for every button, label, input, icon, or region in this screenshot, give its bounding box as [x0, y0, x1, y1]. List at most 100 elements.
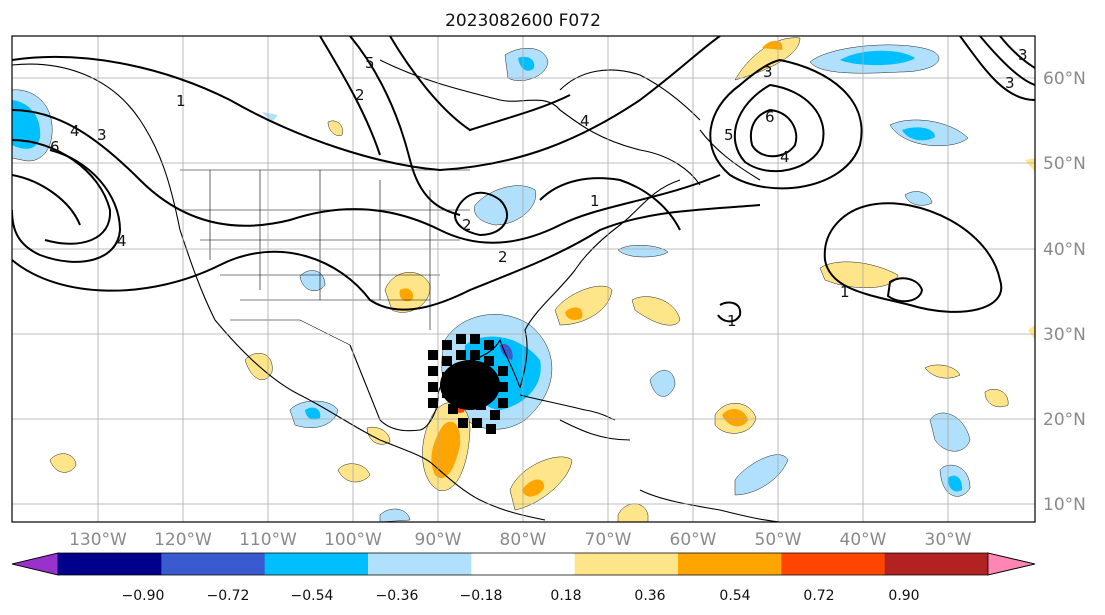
lat-tick: 50°N	[1043, 154, 1086, 174]
contour-label: 3	[97, 126, 107, 144]
state-borders	[180, 169, 470, 346]
contour-label: 3	[1005, 74, 1015, 92]
contour-label: 4	[70, 122, 80, 140]
colorbar-segment	[884, 553, 989, 575]
shade-yellow-atl6	[984, 389, 1009, 408]
colorbar-tick: 0.54	[719, 588, 750, 604]
lon-tick: 90°W	[415, 530, 462, 550]
shade-blue-northatl-core	[902, 127, 935, 141]
lon-tick: 40°W	[840, 530, 887, 550]
hudson-coast	[559, 69, 701, 121]
contour-label: 3	[1018, 46, 1028, 64]
colorbar-segment	[161, 553, 266, 575]
us-mexico-border	[230, 319, 351, 346]
lon-tick: 30°W	[925, 530, 972, 550]
lon-tick: 110°W	[239, 530, 297, 550]
east-coast	[519, 179, 681, 389]
colorbar-tick-labels: −0.90 −0.72 −0.54 −0.36 −0.18 0.18 0.36 …	[122, 588, 920, 604]
lon-tick: 120°W	[154, 530, 212, 550]
longitude-labels: 130°W 120°W 110°W 100°W 90°W 80°W 70°W 6…	[69, 530, 972, 550]
shade-blue-atl5	[929, 412, 971, 452]
shade-blue-pac	[379, 508, 411, 522]
colorbar-segment	[574, 553, 679, 575]
contour-small-atl	[886, 277, 924, 303]
contour-label-group: 1 4 6 3 4 5 4 6 5 2 3 3 1 4 1 2 2 3 1	[50, 46, 1028, 330]
contour-high-atl-mid	[733, 83, 825, 173]
contour-coast-ridge	[539, 177, 681, 231]
contour-label: 1	[176, 92, 186, 110]
graticule	[12, 36, 1035, 522]
lon-tick: 100°W	[324, 530, 382, 550]
colorbar-segment	[678, 553, 782, 575]
colorbar-tick: 0.36	[634, 588, 665, 604]
contour-trough-b	[349, 36, 461, 216]
shade-orange-labrador	[762, 40, 783, 50]
labrador-coast	[699, 129, 761, 181]
shade-yellow-pac1	[49, 453, 77, 473]
map-panel: 1 4 6 3 4 5 4 6 5 2 3 3 1 4 1 2 2 3 1	[12, 36, 1035, 522]
colorbar-extend-low	[11, 552, 59, 576]
shade-blue-hudson-core	[518, 56, 535, 71]
contour-trough-c	[389, 36, 571, 132]
shade-yellow-pac3	[366, 426, 391, 445]
colorbar-tick: −0.72	[207, 588, 250, 604]
contour-2	[12, 204, 761, 311]
shade-blue-mexico-core	[305, 407, 321, 420]
colorbar-tick: 0.72	[803, 588, 834, 604]
contour-ring-atl	[823, 202, 1003, 313]
shade-orange-atl4	[722, 408, 748, 427]
contour-label: 5	[365, 54, 375, 72]
contour-1a	[12, 36, 721, 172]
lon-tick: 80°W	[500, 530, 547, 550]
contour-label: 1	[727, 312, 737, 330]
colorbar-tick: −0.54	[291, 588, 334, 604]
colorbar-segment	[781, 553, 886, 575]
lat-tick: 40°N	[1043, 240, 1086, 260]
lon-tick: 50°W	[755, 530, 802, 550]
shade-blue-greenland-core	[840, 50, 915, 66]
contour-label: 6	[50, 138, 60, 156]
contour-label: 4	[780, 148, 790, 166]
colorbar-segment	[264, 553, 369, 575]
contour-high-atl-inner	[750, 108, 798, 158]
coastlines	[12, 59, 781, 522]
contour-label: 2	[355, 86, 365, 104]
colorbar	[11, 552, 1036, 576]
contour-low-pac-a	[12, 149, 122, 263]
shade-yellow-atl5	[924, 364, 961, 379]
lat-tick: 30°N	[1043, 325, 1086, 345]
shade-blue-atl3	[649, 370, 676, 397]
shade-yellow-edge	[1025, 158, 1035, 172]
central-america-coast	[429, 461, 546, 521]
map-frame	[11, 35, 1036, 523]
shade-yellow-pac2	[337, 463, 371, 483]
canada-outline	[379, 59, 701, 186]
shade-blue-atl4	[734, 454, 789, 496]
shade-blue-atl6-core	[948, 475, 963, 492]
state-lines-horizontal	[180, 209, 470, 301]
lon-tick: 60°W	[670, 530, 717, 550]
state-lines-vertical	[209, 170, 431, 330]
contour-low-pac-b	[12, 139, 112, 245]
contour-low-pac-c	[12, 174, 81, 226]
contour-tiny-atl	[717, 301, 742, 323]
figure-title: 2023082600 F072	[445, 11, 601, 31]
shade-orange-yucatan	[431, 421, 461, 479]
colorbar-frame	[11, 552, 1036, 576]
colorbar-tick: −0.18	[460, 588, 503, 604]
colorbar-segment	[58, 553, 162, 575]
colorbar-extend-high	[987, 552, 1036, 576]
contour-lines	[12, 36, 1035, 323]
lon-tick: 130°W	[69, 530, 127, 550]
shade-orange-atl1	[565, 307, 583, 320]
shade-blue-atl1	[617, 245, 669, 258]
contour-label: 5	[724, 126, 734, 144]
contour-label: 2	[462, 216, 472, 234]
lat-tick: 20°N	[1043, 410, 1086, 430]
colorbar-tick: 0.90	[888, 588, 919, 604]
shade-yellow-labrador	[734, 37, 801, 81]
contour-label: 1	[840, 283, 850, 301]
contour-ne-corner	[959, 36, 1035, 101]
latitude-labels: 60°N 50°N 40°N 30°N 20°N 10°N	[1043, 69, 1086, 515]
